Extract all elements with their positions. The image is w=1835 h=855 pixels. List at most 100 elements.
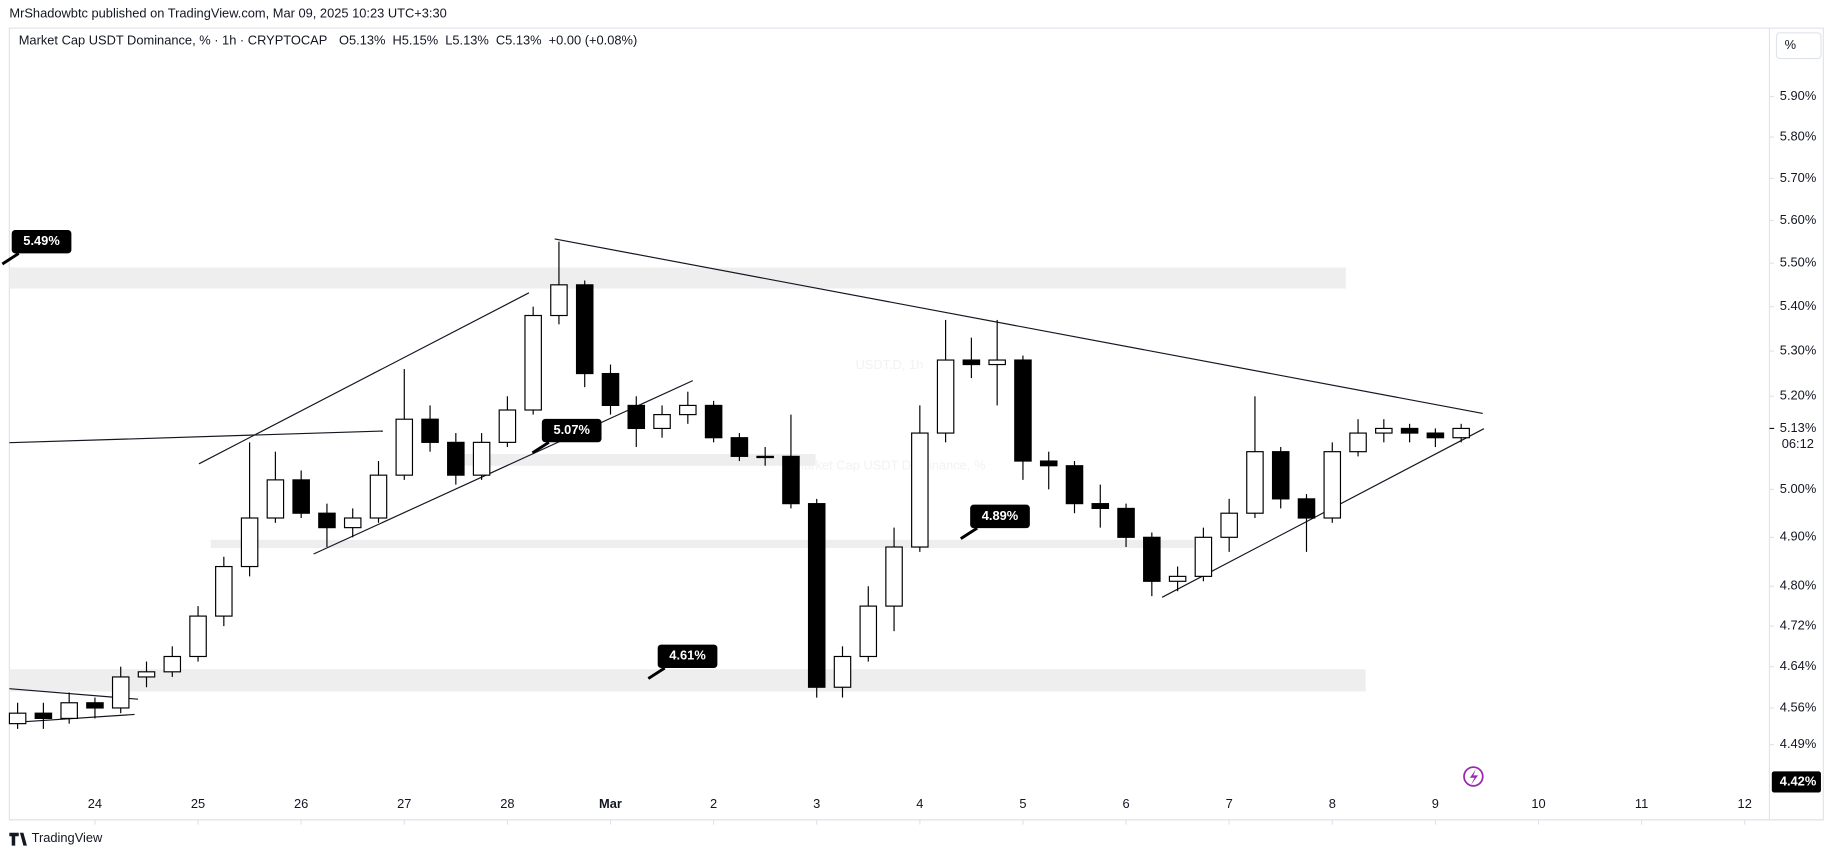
candle-body xyxy=(936,359,955,434)
watermark-symbol: USDT.D, 1h xyxy=(855,357,923,372)
callout-pointer xyxy=(647,666,666,680)
chart-frame xyxy=(8,27,1824,821)
candle-body xyxy=(163,655,182,673)
candle-body xyxy=(782,455,800,505)
zone xyxy=(9,669,1366,692)
candle-body xyxy=(292,479,310,514)
x-tick-label: 10 xyxy=(1531,796,1545,811)
y-tick-label: 5.80% xyxy=(1780,129,1816,144)
callout-box xyxy=(657,644,718,669)
candle-body xyxy=(833,655,852,688)
x-tick-label: 2 xyxy=(710,796,717,811)
candle-body xyxy=(498,409,517,443)
logo xyxy=(9,832,27,846)
x-tick-label: 5 xyxy=(1019,796,1026,811)
candle-body xyxy=(627,404,646,430)
price-label: 5.13% xyxy=(1780,420,1816,435)
y-tick-label: 5.70% xyxy=(1780,170,1816,185)
candle-body xyxy=(704,404,723,439)
candle-body xyxy=(447,441,465,476)
callout-box xyxy=(970,504,1030,529)
y-tick-label: 4.90% xyxy=(1780,529,1816,544)
trend-line xyxy=(9,430,383,444)
candle-body xyxy=(215,565,233,617)
candle-body xyxy=(653,414,671,430)
candle-body xyxy=(885,546,903,607)
candle-body xyxy=(395,418,414,476)
y-tick-label: 4.80% xyxy=(1780,578,1816,593)
x-tick-label: 4 xyxy=(916,796,923,811)
x-tick-label: 12 xyxy=(1738,796,1752,811)
candle-body xyxy=(1400,427,1419,434)
candle-body xyxy=(1194,536,1213,577)
candle-body xyxy=(1065,465,1084,505)
candle-body xyxy=(962,359,981,366)
candle-body xyxy=(1271,451,1290,500)
candle-body xyxy=(1426,432,1445,439)
y-tick-label: 4.49% xyxy=(1780,736,1816,751)
zone xyxy=(9,267,1346,289)
callout-pointer xyxy=(1,252,20,266)
alert-bolt xyxy=(1469,769,1479,785)
symbol: Market Cap USDT Dominance, % · 1h · CRYP… xyxy=(19,32,328,47)
candle-body xyxy=(1375,427,1393,434)
candle-body xyxy=(730,437,749,457)
candle-body xyxy=(86,702,104,709)
y-tick-label: 5.00% xyxy=(1780,481,1816,496)
candle-body xyxy=(807,503,826,688)
candle-body xyxy=(679,404,697,416)
candle-body xyxy=(8,712,27,725)
candle-body xyxy=(240,517,259,568)
y-tick-label: 5.90% xyxy=(1780,88,1816,103)
watermark-name: Market Cap USDT Dominance, % xyxy=(793,458,985,473)
candle-body xyxy=(859,605,878,658)
candle-body xyxy=(988,359,1006,366)
candle-body xyxy=(34,712,53,719)
y-tick-label: 5.20% xyxy=(1780,388,1816,403)
candle-body xyxy=(1452,427,1470,439)
x-tick-label: 24 xyxy=(88,796,102,811)
unit-box[interactable] xyxy=(1775,32,1822,60)
price-box xyxy=(1771,771,1821,793)
publisher: MrShadowbtc published on TradingView.com… xyxy=(9,5,446,20)
candle-body xyxy=(1014,359,1032,462)
callout-label: 5.07% xyxy=(553,422,590,437)
price-label: 4.42% xyxy=(1780,773,1817,788)
candle-body xyxy=(1246,451,1264,514)
alert-icon[interactable] xyxy=(1463,766,1484,787)
candle-body xyxy=(1039,460,1058,467)
callout-label: 4.89% xyxy=(982,508,1019,523)
x-tick-label: 27 xyxy=(397,796,411,811)
y-tick-label: 5.50% xyxy=(1780,255,1816,270)
ohlc-value: C5.13% xyxy=(496,32,542,47)
x-tick-label: 11 xyxy=(1635,796,1648,811)
axis-unit: % xyxy=(1785,37,1796,52)
x-tick-label: 8 xyxy=(1329,796,1336,811)
x-tick-label: 3 xyxy=(813,796,820,811)
callout-box xyxy=(11,229,72,254)
callout-pointer xyxy=(531,441,550,455)
trend-line xyxy=(198,292,530,465)
candle-body xyxy=(575,284,594,375)
candle-body xyxy=(1091,503,1110,510)
callout-pointer xyxy=(960,526,978,540)
ohlc: O5.13% H5.15% L5.13% C5.13% +0.00 (+0.08%) xyxy=(339,32,637,47)
countdown: 06:12 xyxy=(1782,436,1814,451)
candle-body xyxy=(550,284,568,317)
y-tick-label: 4.64% xyxy=(1780,658,1816,673)
candle-body xyxy=(343,517,362,529)
candle-body xyxy=(1323,451,1342,519)
candle-body xyxy=(911,432,929,548)
candle-body xyxy=(137,671,156,678)
y-tick-label: 4.72% xyxy=(1780,618,1816,633)
trend-line xyxy=(1161,428,1485,598)
candle-body xyxy=(472,441,491,476)
x-tick-label: 26 xyxy=(294,796,308,811)
candle-body xyxy=(421,418,439,443)
candle-body xyxy=(524,314,542,411)
trend-line xyxy=(554,238,1483,415)
x-tick-label: 28 xyxy=(500,796,514,811)
y-tick-label: 5.60% xyxy=(1780,212,1816,227)
ohlc-value: H5.15% xyxy=(393,32,439,47)
